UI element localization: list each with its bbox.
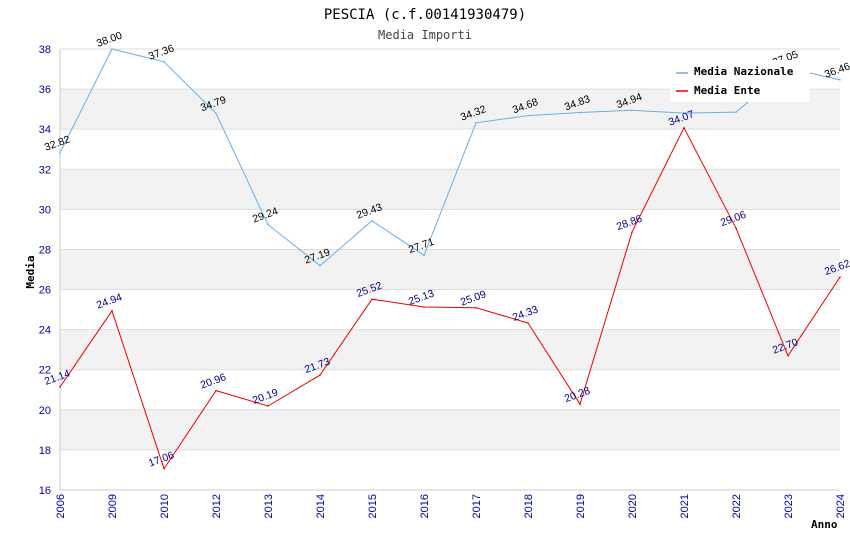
y-tick-label: 22	[39, 365, 51, 377]
x-tick-label: 2006	[55, 494, 67, 518]
data-label: 36.46	[823, 60, 850, 80]
data-label: 32.82	[43, 133, 72, 153]
data-point	[579, 111, 581, 114]
x-tick-label: 2020	[627, 494, 639, 518]
x-tick-label: 2012	[211, 494, 223, 518]
legend-box	[670, 60, 810, 102]
data-point	[215, 389, 217, 392]
chart-title: PESCIA (c.f.00141930479)	[324, 7, 526, 23]
x-tick-label: 2023	[783, 494, 795, 518]
data-label: 17.06	[147, 449, 176, 469]
data-label: 20.19	[251, 387, 280, 407]
data-point	[59, 386, 61, 388]
data-point	[423, 254, 425, 257]
x-tick-label: 2021	[679, 494, 691, 518]
data-point	[631, 109, 633, 112]
data-point	[215, 112, 217, 115]
data-point	[579, 403, 581, 406]
data-point	[111, 48, 113, 50]
data-label: 28.86	[615, 213, 644, 233]
legend-label-ente: Media Ente	[694, 84, 761, 97]
gridlines	[60, 48, 840, 491]
data-point	[267, 223, 269, 226]
x-tick-label: 2017	[471, 494, 483, 518]
data-point	[423, 306, 425, 308]
data-point	[631, 231, 633, 234]
data-point	[475, 121, 477, 124]
x-tick-label: 2022	[731, 494, 743, 518]
y-tick-label: 30	[39, 204, 51, 216]
y-tick-label: 24	[39, 325, 51, 337]
data-label: 25.13	[407, 287, 436, 307]
data-label: 20.96	[199, 371, 228, 391]
y-tick-label: 20	[39, 405, 51, 417]
x-tick-label: 2010	[159, 494, 171, 518]
data-point	[735, 111, 737, 113]
series-lines	[59, 48, 841, 470]
data-point	[111, 309, 113, 312]
chart-subtitle: Media Importi	[378, 28, 472, 42]
data-point	[839, 276, 841, 278]
y-tick-label: 18	[39, 445, 51, 457]
series-line-ente	[59, 126, 841, 470]
x-tick-label: 2016	[419, 494, 431, 518]
data-point	[527, 114, 529, 117]
grid-band	[60, 409, 840, 450]
y-tick-label: 36	[39, 84, 51, 96]
data-point	[371, 219, 373, 222]
x-tick-label: 2013	[263, 494, 275, 518]
y-tick-label: 34	[39, 124, 51, 136]
x-tick-label: 2018	[523, 494, 535, 518]
data-label: 37.36	[147, 42, 176, 62]
series-line-nazionale	[59, 48, 841, 267]
y-tick-label: 38	[39, 44, 51, 56]
data-point	[735, 227, 737, 230]
grid-band	[60, 249, 840, 290]
grid-bands	[60, 89, 840, 450]
x-tick-label: 2024	[835, 494, 847, 518]
data-point	[163, 467, 165, 470]
data-point	[371, 298, 373, 300]
x-tick-label: 2014	[315, 494, 327, 518]
y-axis-ticks: 16 18 20 22 24 26 28 30 32 34 36 38	[39, 44, 51, 497]
y-tick-label: 16	[39, 485, 51, 497]
data-point	[787, 354, 789, 357]
x-axis-ticks: 2006 2009 2010 2012 2013 2014 2015 2016 2017 2018…	[55, 494, 847, 518]
y-tick-label: 26	[39, 285, 51, 297]
axes	[59, 49, 840, 491]
data-point	[683, 112, 685, 114]
data-point	[59, 152, 61, 154]
data-point	[527, 322, 529, 324]
y-tick-label: 28	[39, 244, 51, 256]
data-point	[319, 264, 321, 267]
data-label: 29.06	[719, 209, 748, 229]
data-label: 20.28	[563, 385, 592, 405]
x-tick-label: 2015	[367, 494, 379, 518]
data-point	[267, 405, 269, 407]
data-point	[683, 126, 685, 129]
data-point	[475, 306, 477, 309]
data-point	[839, 79, 841, 81]
y-tick-label: 32	[39, 164, 51, 176]
data-point	[163, 61, 165, 63]
data-label: 24.94	[95, 291, 124, 311]
data-label: 25.09	[459, 288, 488, 308]
data-point	[319, 374, 321, 376]
grid-band	[60, 329, 840, 370]
x-tick-label: 2019	[575, 494, 587, 518]
x-tick-label: 2009	[107, 494, 119, 518]
y-axis-title: Media	[24, 255, 37, 288]
legend-label-nazionale: Media Nazionale	[694, 65, 794, 78]
data-label: 24.33	[511, 304, 540, 324]
x-axis-title: Anno	[811, 518, 838, 531]
data-label: 38.00	[95, 30, 124, 50]
legend: Media Nazionale Media Ente	[670, 60, 810, 102]
